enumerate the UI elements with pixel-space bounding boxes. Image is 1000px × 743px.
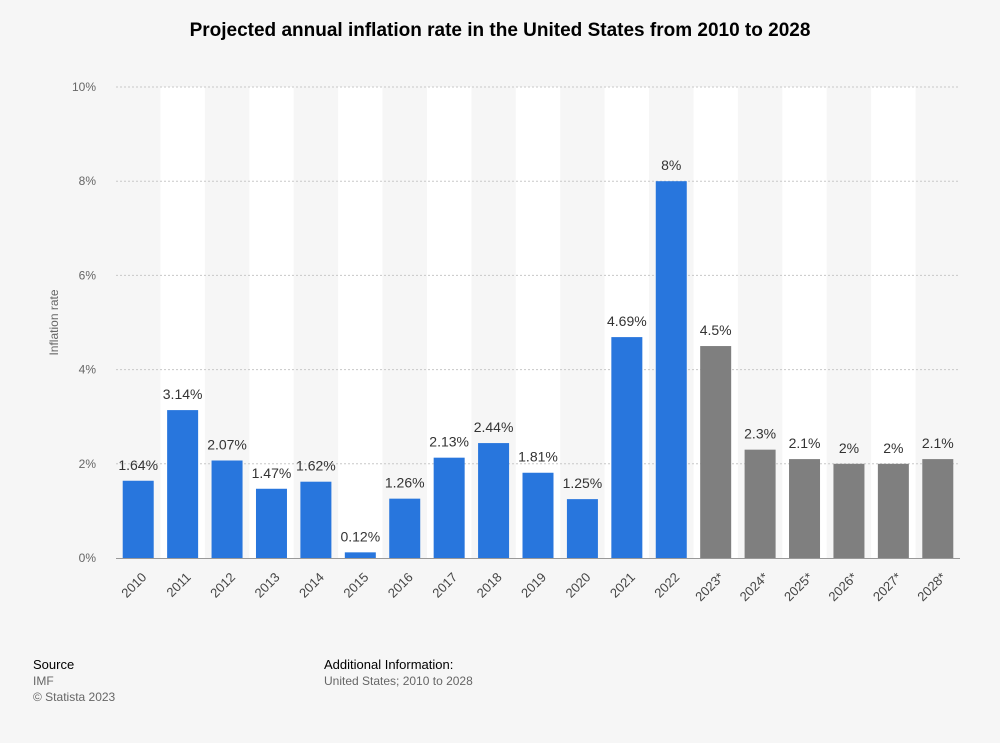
bar-value-label: 2% [883, 440, 903, 456]
bar [922, 459, 954, 558]
bar [389, 498, 421, 558]
bar-value-label: 2.3% [744, 426, 776, 442]
x-tick-label: 2028* [914, 570, 949, 605]
x-tick-label: 2016 [385, 570, 416, 601]
y-tick-label: 6% [79, 268, 97, 282]
bar [122, 480, 154, 558]
bar-value-label: 1.62% [296, 458, 336, 474]
x-tick-label: 2014 [296, 570, 327, 601]
bar [877, 463, 909, 558]
x-tick-label: 2020 [562, 570, 593, 601]
bar-value-label: 8% [661, 157, 681, 173]
chart-title: Projected annual inflation rate in the U… [189, 20, 811, 41]
y-tick-label: 2% [79, 457, 97, 471]
x-tick-label: 2023* [692, 570, 727, 605]
source-block: Source IMF © Statista 2023 [33, 657, 115, 705]
column-band [249, 87, 294, 558]
x-tick-label: 2018 [474, 570, 505, 601]
x-tick-label: 2025* [781, 570, 816, 605]
bar-value-label: 1.25% [563, 475, 603, 491]
bar-value-label: 1.81% [518, 449, 558, 465]
bar [655, 181, 687, 558]
source-heading: Source [33, 657, 75, 672]
copyright: © Statista 2023 [33, 690, 116, 704]
bar-value-label: 1.47% [252, 465, 292, 481]
bar [611, 337, 643, 558]
x-tick-label: 2019 [518, 570, 549, 601]
x-tick-label: 2021 [607, 570, 638, 601]
y-axis-title: Inflation rate [47, 289, 61, 355]
bar [433, 457, 465, 558]
bar [344, 552, 376, 558]
x-tick-label: 2027* [870, 570, 905, 605]
bar [255, 488, 287, 558]
bar-value-label: 1.26% [385, 475, 425, 491]
inflation-bar-chart: 0% 2% 4% 6% 8% 10% Inflation rate 1.64% 2010 3.14… [47, 80, 960, 605]
y-tick-label: 10% [72, 80, 96, 94]
y-tick-label: 4% [79, 363, 97, 377]
bar-value-label: 2.44% [474, 419, 514, 435]
x-tick-label: 2011 [163, 570, 193, 600]
bar-value-label: 4.69% [607, 313, 647, 329]
bar [300, 481, 332, 558]
bar [566, 499, 598, 558]
x-tick-label: 2013 [252, 570, 283, 601]
bar-value-label: 2% [839, 440, 859, 456]
bar [833, 463, 865, 558]
bar [522, 472, 554, 558]
x-tick-label: 2024* [737, 570, 772, 605]
x-tick-label: 2022 [651, 570, 682, 601]
column-band [338, 87, 383, 558]
bar [744, 449, 776, 558]
bar-value-label: 4.5% [700, 322, 732, 338]
y-tick-label: 8% [79, 174, 97, 188]
y-tick-label: 0% [79, 551, 97, 565]
bar-value-label: 2.13% [429, 434, 469, 450]
bar-value-label: 2.07% [207, 437, 247, 453]
x-tick-label: 2010 [118, 570, 149, 601]
x-tick-label: 2015 [340, 570, 371, 601]
additional-info-text: United States; 2010 to 2028 [324, 674, 473, 688]
bar [167, 410, 199, 558]
bar-value-label: 2.1% [789, 435, 821, 451]
bar-value-label: 2.1% [922, 435, 954, 451]
bar-value-label: 1.64% [118, 457, 158, 473]
bar-value-label: 3.14% [163, 386, 203, 402]
bar [700, 346, 732, 558]
bar [789, 459, 821, 558]
x-tick-label: 2012 [207, 570, 238, 601]
x-tick-label: 2026* [825, 570, 860, 605]
bar [211, 460, 243, 558]
bar [478, 443, 510, 558]
x-tick-label: 2017 [429, 570, 460, 601]
bar-value-label: 0.12% [340, 528, 380, 544]
source-name: IMF [33, 674, 54, 688]
additional-info-heading: Additional Information: [324, 657, 454, 672]
additional-info-block: Additional Information: United States; 2… [324, 657, 473, 689]
